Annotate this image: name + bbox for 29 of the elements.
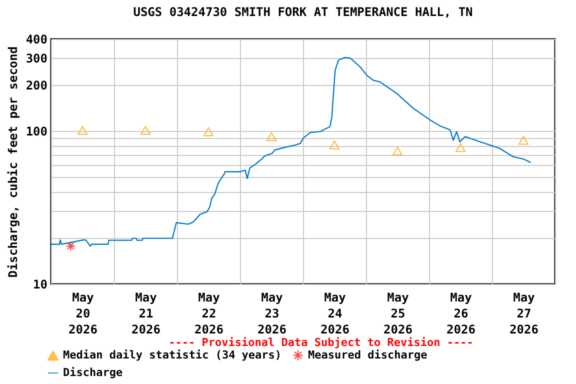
point (266, 132, 277, 142)
x-tick-label: May 22 2026 (194, 290, 224, 336)
chart-title: USGS 03424730 SMITH FORK AT TEMPERANCE HALL, TN (133, 5, 473, 19)
point (140, 126, 151, 135)
point (203, 127, 214, 136)
y-tick-label: 300 (26, 52, 48, 66)
point (518, 136, 529, 145)
x-tick-label: May 25 2026 (384, 290, 412, 336)
x-tick-label: May 21 2026 (132, 290, 160, 336)
text: ---- Provisional Data Subject to Revision ---- (168, 336, 474, 349)
line-series (51, 56, 532, 247)
y-tick-label: 400 (26, 32, 48, 46)
legend-label: Discharge (63, 366, 123, 379)
y-tick-label: 200 (26, 78, 48, 93)
y-axis-title: Discharge, cubic feet per second (6, 46, 20, 278)
point (392, 146, 403, 156)
point (66, 241, 76, 252)
y-tick-label: 100 (26, 124, 48, 139)
x-tick-label: May 23 2026 (258, 290, 286, 336)
x-tick-label: May 27 2026 (510, 290, 538, 336)
legend-label: Median daily statistic (34 years) (63, 348, 282, 362)
legend-label: Measured discharge (308, 348, 428, 362)
y-tick-label: 10 (33, 278, 48, 292)
point (77, 126, 88, 135)
x-tick-label: May 26 2026 (446, 290, 476, 336)
x-tick-label: May 24 2026 (320, 290, 350, 336)
point (329, 140, 340, 150)
x-tick-label: May 20 2026 (68, 290, 98, 336)
point (455, 143, 466, 152)
